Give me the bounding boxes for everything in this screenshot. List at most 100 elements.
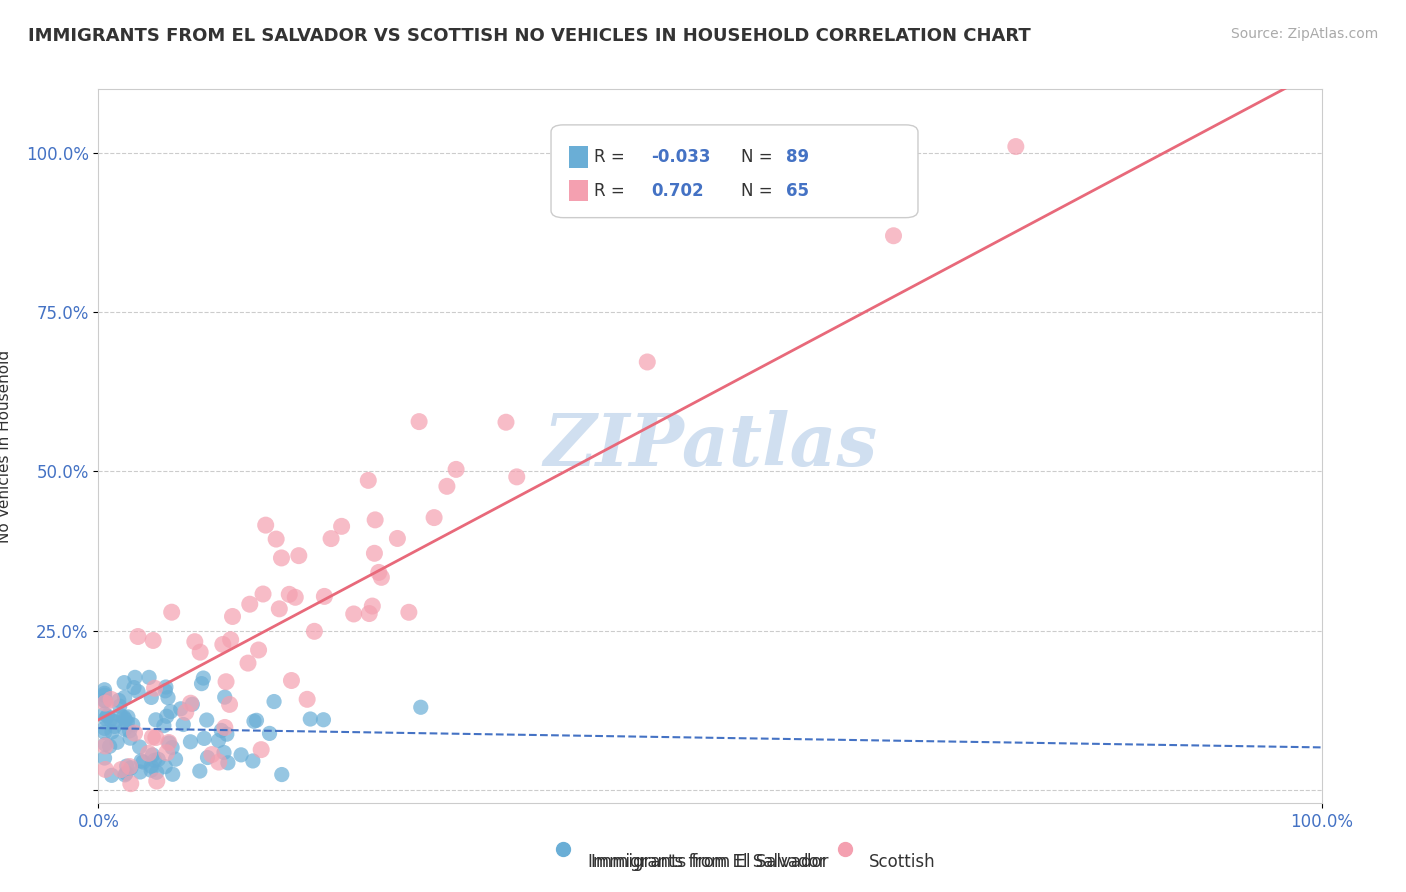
Point bbox=[319, 532, 342, 546]
Point bbox=[212, 746, 235, 760]
Point bbox=[181, 698, 204, 712]
Point bbox=[184, 634, 207, 648]
Point bbox=[145, 713, 167, 727]
Point bbox=[214, 721, 236, 735]
Point bbox=[139, 764, 162, 778]
Point bbox=[553, 824, 575, 838]
Point bbox=[115, 766, 138, 780]
Point bbox=[157, 736, 180, 750]
Point bbox=[229, 747, 252, 762]
Point bbox=[143, 753, 166, 767]
Point bbox=[495, 415, 517, 429]
Text: R =: R = bbox=[593, 182, 630, 200]
Point bbox=[145, 774, 167, 789]
Text: -0.033: -0.033 bbox=[651, 148, 711, 166]
Point bbox=[330, 519, 353, 533]
FancyBboxPatch shape bbox=[569, 180, 588, 202]
Point bbox=[114, 722, 136, 736]
Point bbox=[209, 723, 232, 738]
Point bbox=[107, 693, 129, 707]
Point bbox=[219, 632, 242, 647]
Point bbox=[1004, 139, 1026, 153]
Point bbox=[218, 698, 240, 712]
Point bbox=[143, 681, 166, 696]
Text: N =: N = bbox=[741, 148, 778, 166]
Point bbox=[506, 470, 529, 484]
Point bbox=[118, 759, 141, 773]
Point bbox=[93, 706, 115, 721]
Point bbox=[370, 570, 392, 584]
Point bbox=[114, 690, 136, 705]
Point bbox=[124, 726, 146, 740]
Point bbox=[141, 730, 163, 744]
Text: IMMIGRANTS FROM EL SALVADOR VS SCOTTISH NO VEHICLES IN HOUSEHOLD CORRELATION CHA: IMMIGRANTS FROM EL SALVADOR VS SCOTTISH … bbox=[28, 27, 1031, 45]
Point bbox=[207, 733, 229, 747]
Point bbox=[270, 767, 292, 781]
Point bbox=[314, 590, 336, 604]
Point bbox=[157, 735, 180, 749]
Point bbox=[215, 727, 238, 741]
Text: 0.702: 0.702 bbox=[651, 182, 704, 200]
Point bbox=[110, 763, 132, 777]
Point bbox=[93, 688, 115, 702]
Point bbox=[145, 731, 167, 745]
Point bbox=[94, 739, 117, 753]
Point bbox=[118, 723, 141, 738]
Point bbox=[156, 690, 179, 705]
Point bbox=[101, 725, 124, 739]
Point bbox=[193, 671, 215, 685]
Text: R =: R = bbox=[593, 148, 630, 166]
Text: ZIPatlas: ZIPatlas bbox=[543, 410, 877, 482]
Point bbox=[155, 680, 177, 694]
Point bbox=[159, 705, 181, 719]
Text: Immigrants from El Salvador: Immigrants from El Salvador bbox=[592, 853, 828, 871]
Point bbox=[112, 710, 135, 724]
Point bbox=[242, 754, 264, 768]
Point bbox=[162, 767, 184, 781]
Point bbox=[129, 754, 152, 768]
Point bbox=[94, 711, 117, 725]
Point bbox=[250, 742, 273, 756]
Point bbox=[364, 513, 387, 527]
Point bbox=[270, 550, 292, 565]
Point bbox=[211, 637, 233, 651]
Point bbox=[259, 726, 281, 740]
Point bbox=[195, 713, 218, 727]
Point bbox=[398, 605, 420, 619]
Point bbox=[138, 670, 160, 684]
Point bbox=[156, 746, 179, 760]
Point bbox=[120, 731, 142, 746]
Point bbox=[117, 710, 139, 724]
Point bbox=[312, 713, 335, 727]
Point bbox=[217, 756, 239, 770]
Point bbox=[295, 692, 318, 706]
Point bbox=[104, 719, 127, 733]
Point bbox=[214, 690, 236, 705]
Point bbox=[221, 609, 243, 624]
Point bbox=[129, 764, 152, 779]
Point bbox=[121, 718, 143, 732]
Point bbox=[247, 643, 270, 657]
Point bbox=[93, 751, 115, 765]
Point bbox=[264, 532, 287, 546]
Point bbox=[110, 708, 132, 723]
Point bbox=[153, 759, 176, 773]
Point bbox=[104, 714, 127, 729]
Point bbox=[100, 768, 122, 782]
Point bbox=[117, 715, 139, 730]
Point bbox=[193, 731, 215, 746]
Point bbox=[208, 755, 231, 769]
Text: 89: 89 bbox=[786, 148, 808, 166]
Point bbox=[141, 690, 163, 705]
Point bbox=[190, 676, 212, 690]
Point bbox=[114, 768, 136, 782]
Point bbox=[93, 722, 115, 736]
Point bbox=[278, 587, 301, 601]
Point bbox=[883, 228, 905, 243]
Point bbox=[215, 674, 238, 689]
Point bbox=[96, 709, 118, 723]
Point bbox=[156, 709, 179, 723]
Point bbox=[132, 755, 155, 769]
Point bbox=[94, 763, 117, 777]
Point bbox=[165, 752, 187, 766]
